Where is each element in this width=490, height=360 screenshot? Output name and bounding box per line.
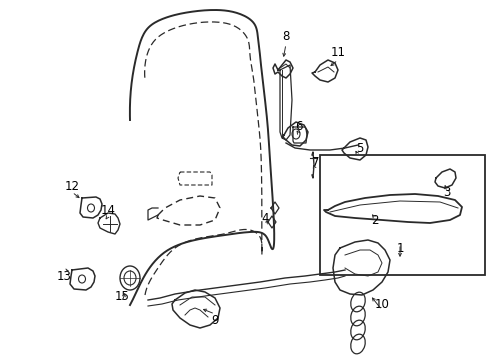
Text: 12: 12	[65, 180, 79, 193]
Text: 15: 15	[115, 289, 129, 302]
Text: 2: 2	[371, 213, 379, 226]
Text: 7: 7	[312, 156, 320, 168]
Text: 11: 11	[330, 45, 345, 58]
Text: 13: 13	[56, 270, 72, 284]
Text: 10: 10	[374, 298, 390, 311]
Text: 8: 8	[282, 30, 290, 42]
Text: 1: 1	[396, 242, 404, 255]
Text: 6: 6	[295, 120, 303, 132]
Text: 9: 9	[211, 314, 219, 327]
Text: 5: 5	[356, 141, 364, 154]
Text: 14: 14	[100, 203, 116, 216]
Text: 3: 3	[443, 186, 451, 199]
Text: 4: 4	[261, 211, 269, 225]
Bar	[320, 155, 485, 275]
